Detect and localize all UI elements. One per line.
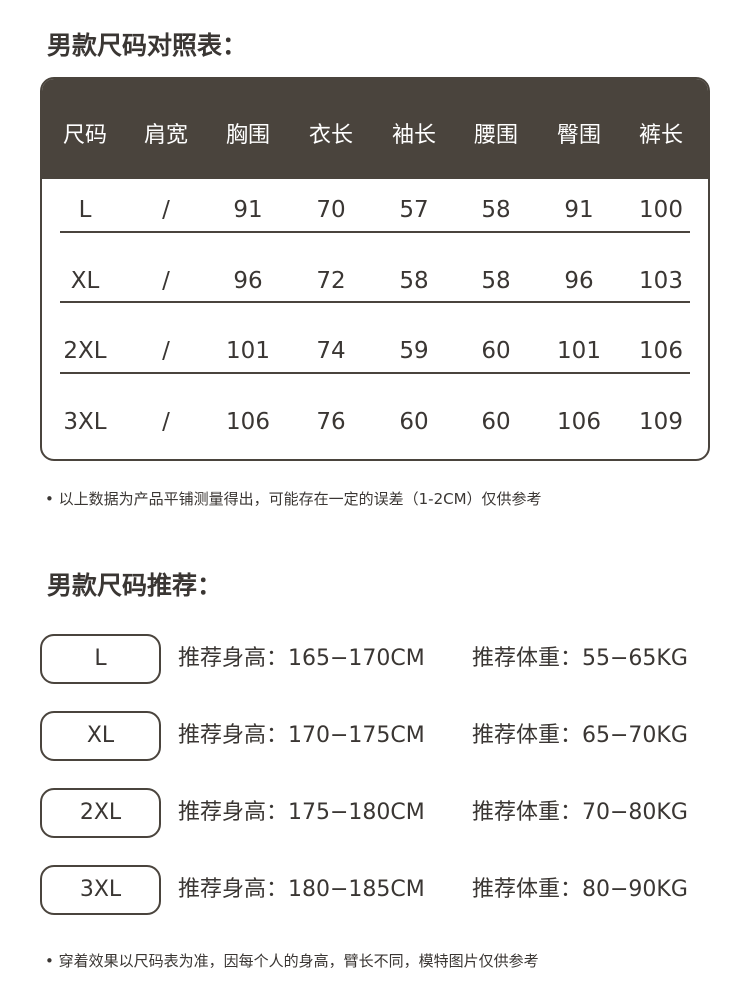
- table-cell: 58: [481, 267, 511, 294]
- table-cell: /: [162, 267, 170, 294]
- header-cell: 肩宽: [143, 123, 188, 148]
- table-cell: /: [162, 338, 170, 364]
- header-cell: 胸围: [225, 123, 270, 148]
- header-cell: 袖长: [391, 123, 436, 148]
- table-cell: 91: [564, 197, 594, 223]
- size-pill: XL: [40, 711, 161, 761]
- table-cell: 101: [226, 338, 270, 364]
- table-cell: /: [162, 408, 170, 435]
- header-cell: 尺码: [62, 123, 107, 148]
- weight-text: 推荐体重：80−90KG: [472, 877, 688, 902]
- size-pill: L: [40, 634, 161, 684]
- size-pill: 2XL: [40, 788, 161, 838]
- section-title: 男款尺码对照表：: [47, 31, 248, 60]
- weight-text: 推荐体重：65−70KG: [472, 723, 688, 748]
- height-text: 推荐身高：180−185CM: [178, 877, 425, 902]
- table-cell: 103: [639, 267, 683, 294]
- table-header: [42, 79, 708, 179]
- row-separator: [60, 301, 690, 303]
- table-cell: /: [162, 197, 170, 223]
- table-cell: 58: [399, 267, 429, 294]
- table-cell: 91: [233, 197, 263, 223]
- table-cell: 3XL: [63, 408, 107, 435]
- height-text: 推荐身高：170−175CM: [178, 723, 425, 748]
- weight-text: 推荐体重：70−80KG: [472, 800, 688, 825]
- table-cell: 60: [481, 408, 511, 435]
- size-pill: 3XL: [40, 865, 161, 915]
- table-cell: 96: [564, 267, 594, 294]
- header-cell: 腰围: [473, 123, 518, 148]
- table-cell: 101: [557, 338, 601, 364]
- table-cell: XL: [70, 267, 100, 294]
- table-cell: 74: [316, 338, 346, 364]
- height-text: 推荐身高：165−170CM: [178, 646, 425, 671]
- row-separator: [60, 371, 690, 374]
- table-cell: L: [78, 197, 92, 223]
- height-text: 推荐身高：175−180CM: [178, 800, 425, 825]
- weight-text: 推荐体重：55−65KG: [472, 646, 688, 671]
- table-cell: 106: [226, 408, 270, 435]
- table-cell: 100: [639, 197, 683, 223]
- table-cell: 106: [639, 338, 683, 364]
- table-cell: 106: [557, 408, 601, 435]
- table-cell: 70: [316, 197, 346, 223]
- table-cell: 109: [639, 408, 683, 435]
- table-cell: 58: [481, 197, 511, 223]
- table-cell: 60: [399, 408, 429, 435]
- row-separator: [60, 230, 690, 233]
- note: • 以上数据为产品平铺测量得出，可能存在一定的误差（1-2CM）仅供参考: [45, 490, 542, 508]
- header-cell: 裤长: [638, 123, 683, 148]
- header-cell: 衣长: [308, 123, 353, 148]
- table-cell: 57: [399, 197, 429, 223]
- table-cell: 60: [481, 338, 511, 364]
- header-cell: 臀围: [556, 123, 601, 148]
- table-cell: 59: [399, 338, 429, 364]
- table-cell: 2XL: [63, 338, 107, 364]
- table-cell: 72: [316, 267, 346, 294]
- note: • 穿着效果以尺码表为准，因每个人的身高，臂长不同，模特图片仅供参考: [45, 952, 539, 970]
- section-title: 男款尺码推荐：: [47, 571, 223, 600]
- size-table: 尺码 肩宽 胸围 衣长 袖长 腰围 臀围 裤长 L / 91 70 57 58 91 100 XL / 96 72 58…: [40, 77, 710, 461]
- table-cell: 76: [316, 408, 346, 435]
- table-cell: 96: [233, 267, 263, 294]
